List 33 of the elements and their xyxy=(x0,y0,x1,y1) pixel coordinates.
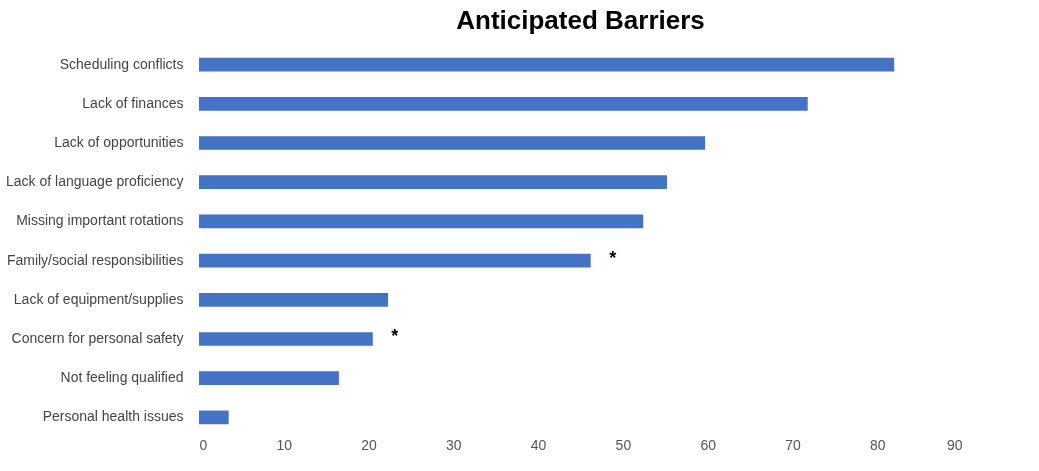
y-tick-label: Personal health issues xyxy=(42,408,184,425)
bar xyxy=(199,253,591,268)
x-tick-label: 20 xyxy=(361,436,378,453)
x-tick-label: 0 xyxy=(199,436,208,453)
bar xyxy=(199,371,339,386)
bar xyxy=(199,332,373,346)
annotation: * xyxy=(391,325,399,346)
bar xyxy=(199,410,229,425)
bar xyxy=(199,136,706,150)
y-tick-label: Lack of equipment/supplies xyxy=(13,290,184,307)
annotation: * xyxy=(609,247,617,268)
y-tick-label: Lack of language proficiency xyxy=(6,173,184,190)
y-tick-label: Concern for personal safety xyxy=(11,329,184,346)
x-tick-label: 10 xyxy=(276,436,293,453)
x-tick-label: 70 xyxy=(785,436,801,453)
y-tick-label: Scheduling conflicts xyxy=(59,55,184,72)
y-tick-label: Family/social responsibilities xyxy=(6,251,184,268)
bar xyxy=(199,96,808,111)
x-tick-label: 90 xyxy=(946,436,963,453)
x-tick-label: 40 xyxy=(530,436,547,453)
x-tick-label: 50 xyxy=(615,436,632,453)
chart-title: Anticipated Barriers xyxy=(456,5,705,35)
x-tick-label: 60 xyxy=(700,436,717,453)
y-tick-label: Missing important rotations xyxy=(16,212,184,229)
bar xyxy=(199,292,389,307)
x-tick-label: 80 xyxy=(869,436,886,453)
y-tick-label: Lack of finances xyxy=(82,94,184,111)
x-tick-label: 30 xyxy=(446,436,462,453)
bar xyxy=(199,57,895,72)
bar xyxy=(199,175,667,190)
y-tick-label: Not feeling qualified xyxy=(60,369,184,386)
bar xyxy=(199,214,644,229)
y-tick-label: Lack of opportunities xyxy=(54,134,184,151)
